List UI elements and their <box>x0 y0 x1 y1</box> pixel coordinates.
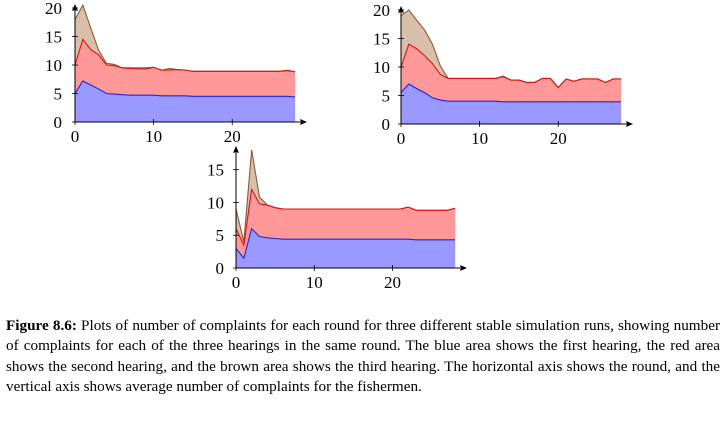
chart-panel-3: 0 10 20 0 5 10 15 <box>207 146 467 292</box>
y-tick-label: 5 <box>216 226 225 245</box>
y-axis-arrow <box>72 4 78 11</box>
x-tick-label: 20 <box>224 127 241 146</box>
y-axis-arrow <box>233 146 239 153</box>
first-hearing-line <box>400 83 622 103</box>
first-hearing-line <box>74 80 296 98</box>
caption-label: Figure 8.6: <box>6 317 77 334</box>
second-hearing-line <box>74 38 296 73</box>
x-tick-label: 0 <box>71 127 80 146</box>
third-hearing-line <box>74 3 296 73</box>
x-tick-label: 10 <box>306 273 323 292</box>
x-tick-label: 20 <box>550 129 567 148</box>
x-axis-arrow <box>300 119 307 125</box>
y-tick-label: 10 <box>373 58 390 77</box>
second-hearing-area <box>401 44 622 102</box>
y-tick-label: 0 <box>54 113 63 132</box>
first-hearing-area <box>236 228 456 268</box>
y-tick-label: 0 <box>382 115 391 134</box>
y-tick-label: 0 <box>216 259 225 278</box>
x-tick-label: 0 <box>232 273 241 292</box>
y-tick-label: 20 <box>373 1 390 20</box>
y-tick-label: 20 <box>45 0 62 18</box>
chart-panel-2: 0 10 20 0 5 10 15 20 <box>373 1 633 148</box>
second-hearing-line <box>235 187 456 247</box>
figure-caption: Figure 8.6: Plots of number of complaint… <box>6 316 720 397</box>
x-axis-arrow <box>626 121 633 127</box>
second-hearing-area <box>75 39 296 97</box>
x-tick-label: 20 <box>384 273 401 292</box>
first-hearing-area <box>401 84 622 124</box>
x-tick-label: 10 <box>145 127 162 146</box>
third-hearing-area <box>75 5 296 72</box>
x-tick-label: 0 <box>397 129 406 148</box>
y-tick-label: 15 <box>207 161 224 180</box>
y-tick-label: 5 <box>54 85 63 104</box>
y-tick-label: 15 <box>45 28 62 47</box>
caption-text: Plots of number of complaints for each r… <box>6 317 721 395</box>
y-tick-label: 10 <box>207 193 224 212</box>
first-hearing-area <box>75 80 296 122</box>
y-tick-label: 15 <box>373 30 390 49</box>
y-tick-label: 5 <box>382 87 391 106</box>
x-tick-label: 10 <box>471 129 488 148</box>
first-hearing-line <box>235 227 456 260</box>
chart-panel-1: 0 10 20 0 5 10 15 20 <box>45 0 307 146</box>
y-tick-label: 10 <box>45 56 62 75</box>
second-hearing-area <box>236 189 456 259</box>
second-hearing-line <box>400 43 622 89</box>
x-axis-arrow <box>460 265 467 271</box>
y-axis-arrow <box>398 6 404 13</box>
